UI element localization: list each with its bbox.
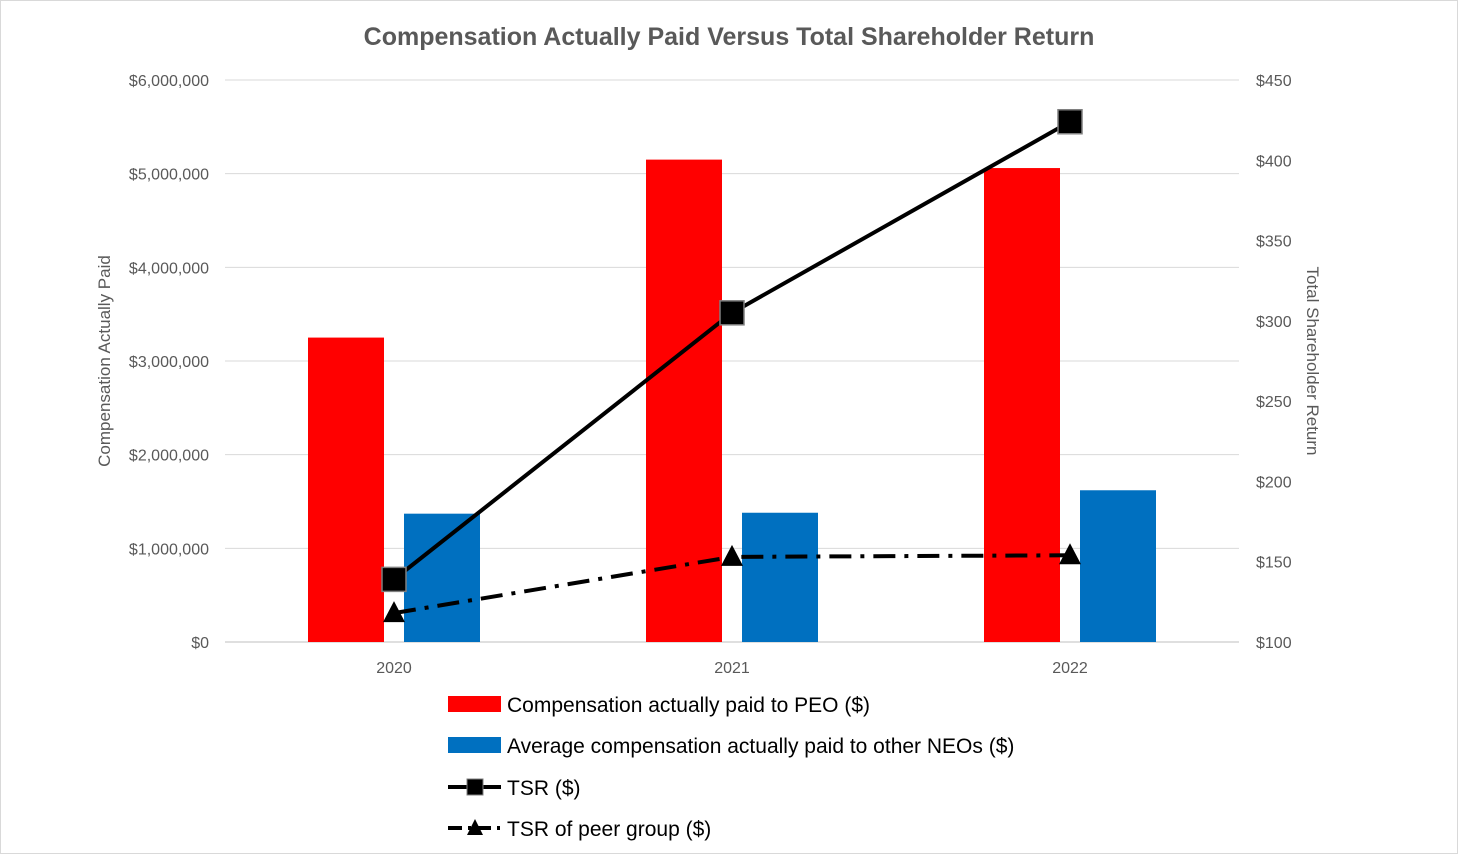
left-tick-label: $1,000,000 <box>129 541 209 558</box>
right-tick-label: $250 <box>1256 394 1292 411</box>
right-tick-label: $200 <box>1256 474 1292 491</box>
left-tick-label: $6,000,000 <box>129 73 209 90</box>
series-lines <box>392 120 1071 616</box>
right-axis-title: Total Shareholder Return <box>1303 266 1322 455</box>
legend-item: TSR ($) <box>448 777 581 800</box>
peer-tsr-marker-2022 <box>1059 543 1081 565</box>
legend-label: TSR ($) <box>507 777 581 800</box>
left-tick-label: $0 <box>191 635 209 652</box>
peer-tsr-marker-2020 <box>383 601 405 623</box>
legend-label: TSR of peer group ($) <box>507 818 711 841</box>
tsr-marker-2020 <box>381 566 407 593</box>
legend: Compensation actually paid to PEO ($) Ave… <box>448 694 1014 841</box>
left-axis-title: Compensation Actually Paid <box>95 255 114 467</box>
left-axis-tick-labels: $0 $1,000,000 $2,000,000 $3,000,000 $4,000,0… <box>129 73 209 652</box>
gridlines <box>225 79 1239 643</box>
right-tick-label: $300 <box>1256 314 1292 331</box>
legend-triangle-marker <box>467 819 483 835</box>
left-tick-label: $2,000,000 <box>129 448 209 465</box>
bar-neo-2020 <box>404 513 480 642</box>
left-tick-label: $4,000,000 <box>129 260 209 277</box>
peer-tsr-marker-2021 <box>721 544 743 566</box>
legend-label: Compensation actually paid to PEO ($) <box>507 694 870 717</box>
right-tick-label: $450 <box>1256 73 1292 90</box>
left-tick-label: $3,000,000 <box>129 354 209 371</box>
right-tick-label: $400 <box>1256 153 1292 170</box>
right-tick-label: $100 <box>1256 635 1292 652</box>
legend-item: TSR of peer group ($) <box>448 818 711 841</box>
bar-neo-2021 <box>742 512 818 642</box>
x-tick-label: 2020 <box>376 660 412 677</box>
tsr-line <box>392 120 1071 581</box>
bar-neo-2022 <box>1080 490 1156 642</box>
x-axis-tick-labels: 2020 2021 2022 <box>376 660 1088 677</box>
tsr-marker-2022 <box>1057 108 1083 135</box>
x-tick-label: 2021 <box>714 660 750 677</box>
chart-title: Compensation Actually Paid Versus Total … <box>364 23 1095 51</box>
legend-swatch <box>448 696 501 712</box>
left-tick-label: $5,000,000 <box>129 167 209 184</box>
bars <box>308 159 1156 642</box>
legend-swatch <box>448 737 501 753</box>
series-markers <box>381 108 1083 623</box>
bar-peo-2022 <box>984 168 1060 642</box>
legend-item: Average compensation actually paid to ot… <box>448 735 1014 758</box>
tsr-marker-2021 <box>719 300 745 326</box>
x-tick-label: 2022 <box>1052 660 1088 677</box>
legend-item: Compensation actually paid to PEO ($) <box>448 694 870 717</box>
right-tick-label: $350 <box>1256 234 1292 251</box>
right-axis-tick-labels: $100 $150 $200 $250 $300 $350 $400 $450 <box>1256 73 1292 652</box>
legend-square-marker <box>466 778 484 796</box>
right-tick-label: $150 <box>1256 555 1292 572</box>
bar-peo-2020 <box>308 337 384 642</box>
legend-label: Average compensation actually paid to ot… <box>507 735 1014 758</box>
